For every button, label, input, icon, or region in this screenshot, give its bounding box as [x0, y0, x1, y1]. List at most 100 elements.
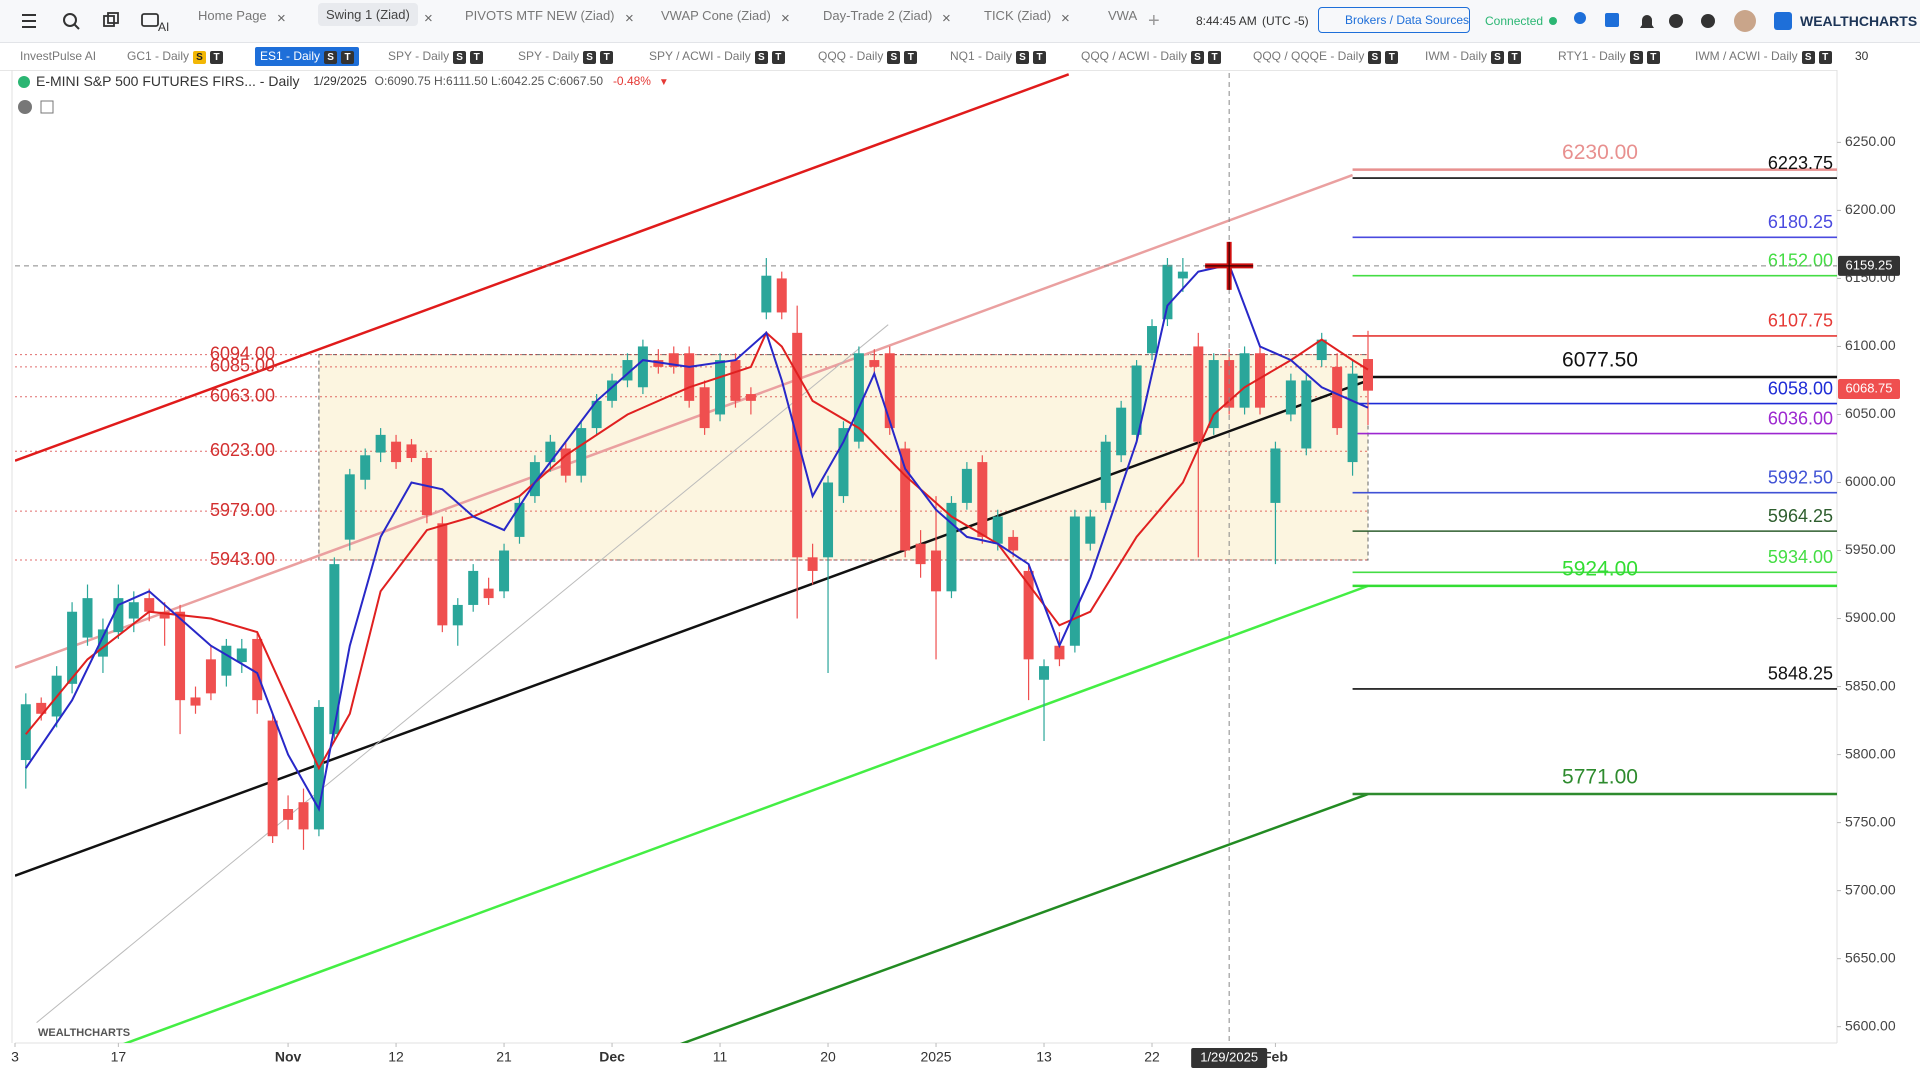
badge[interactable]: T — [1818, 51, 1832, 64]
badge[interactable]: T — [210, 51, 224, 64]
badge[interactable]: S — [1016, 51, 1030, 64]
chart-tab[interactable]: InvestPulse AI — [20, 49, 96, 63]
settings-toggle[interactable] — [18, 100, 32, 114]
chart-tab[interactable]: SPY / ACWI - Daily S T — [649, 49, 785, 64]
layout-icon[interactable] — [103, 12, 119, 27]
chart-tab-label[interactable]: QQQ - Daily — [818, 49, 884, 63]
candle-body — [329, 564, 340, 735]
badge[interactable]: T — [341, 51, 355, 64]
badge[interactable]: S — [1629, 51, 1643, 64]
brand-logo — [1774, 12, 1792, 30]
candle-body — [853, 353, 864, 442]
expand-toggle[interactable] — [40, 100, 54, 114]
badge[interactable]: S — [1801, 51, 1815, 64]
chart-tab-label[interactable]: NQ1 - Daily — [950, 49, 1013, 63]
chart-tab[interactable]: IWM - Daily S T — [1425, 49, 1521, 64]
chart-tab-label[interactable]: SPY / ACWI - Daily — [649, 49, 751, 63]
chart-tab-label[interactable]: InvestPulse AI — [20, 49, 97, 63]
badge[interactable]: T — [1385, 51, 1399, 64]
tab-close[interactable]: × — [781, 10, 790, 27]
chart-tab[interactable]: ES1 - Daily S T — [255, 47, 360, 66]
badge[interactable]: T — [1033, 51, 1047, 64]
chart-tab[interactable]: QQQ / QQQE - Daily S T — [1253, 49, 1399, 64]
add-tab[interactable]: + — [1148, 10, 1160, 32]
chart-tab-label[interactable]: ES1 - Daily — [260, 49, 321, 63]
badge[interactable]: T — [1208, 51, 1222, 64]
badge[interactable]: T — [1508, 51, 1521, 64]
chart-tab[interactable]: QQQ - Daily S T — [818, 49, 918, 64]
timeframe-count[interactable]: 30 — [1855, 49, 1869, 63]
workspace-tab[interactable]: Swing 1 (Ziad) — [318, 3, 418, 26]
chart-tab-label[interactable]: IWM / ACWI - Daily — [1695, 49, 1798, 63]
chart-tab[interactable]: RTY1 - Daily S T — [1558, 49, 1660, 64]
save-icon[interactable] — [1605, 13, 1619, 27]
badge[interactable]: S — [1491, 51, 1504, 64]
badge[interactable]: S — [453, 51, 467, 64]
badge[interactable]: S — [887, 51, 901, 64]
chart-tab[interactable]: SPY - Daily S T — [388, 49, 484, 64]
y-tick-label: 5650.00 — [1845, 949, 1896, 965]
watermark: WEALTHCHARTS — [38, 1027, 130, 1039]
badge[interactable]: S — [754, 51, 768, 64]
chart-tab-label[interactable]: GC1 - Daily — [127, 49, 190, 63]
candle-body — [97, 629, 108, 657]
candle-body — [1347, 373, 1358, 463]
y-tick-label: 5900.00 — [1845, 609, 1896, 625]
badge[interactable]: T — [904, 51, 918, 64]
badge[interactable]: T — [1646, 51, 1660, 64]
tab-close[interactable]: × — [625, 10, 634, 27]
chart-tab[interactable]: SPY - Daily S T — [518, 49, 614, 64]
profile-level-label: 5943.00 — [210, 549, 275, 569]
search-icon[interactable] — [63, 13, 80, 30]
chart-tab-label[interactable]: RTY1 - Daily — [1558, 49, 1626, 63]
chart-tab-label[interactable]: QQQ / QQQE - Daily — [1253, 49, 1365, 63]
ai-label[interactable]: AI — [158, 20, 170, 34]
chart-tab-label[interactable]: QQQ / ACWI - Daily — [1081, 49, 1188, 63]
tab-close[interactable]: × — [277, 10, 286, 27]
drawing-cross-outline — [1205, 241, 1254, 290]
menu-icon[interactable] — [22, 14, 36, 28]
avatar[interactable] — [1734, 10, 1756, 32]
brokers-button[interactable]: Brokers / Data Sources — [1318, 7, 1470, 33]
badge[interactable]: S — [583, 51, 597, 64]
help-icon[interactable] — [1701, 14, 1715, 28]
candle-body — [483, 588, 494, 599]
badge[interactable]: S — [1368, 51, 1382, 64]
badge[interactable]: S — [193, 51, 207, 64]
badge[interactable]: S — [1191, 51, 1205, 64]
moving-average — [25, 331, 1369, 771]
y-tick-label: 5800.00 — [1845, 745, 1896, 761]
tab-close[interactable]: × — [1061, 10, 1070, 27]
workspace-tab[interactable]: VWAP Cone (Ziad) — [661, 8, 771, 23]
workspace-tab[interactable]: VWA — [1108, 8, 1138, 23]
workspace-tab[interactable]: Day-Trade 2 (Ziad) — [823, 8, 933, 23]
chart-tab[interactable]: GC1 - Daily S T — [127, 49, 224, 64]
workspace-tab[interactable]: PIVOTS MTF NEW (Ziad) — [465, 8, 615, 23]
candle-body — [761, 275, 772, 313]
x-tick-label: Feb — [1263, 1049, 1288, 1065]
bell-icon[interactable] — [1640, 15, 1654, 28]
tab-close[interactable]: × — [424, 10, 433, 27]
users-icon[interactable] — [1574, 12, 1586, 24]
chart-tab[interactable]: IWM / ACWI - Daily S T — [1695, 49, 1832, 64]
settings-icon[interactable] — [1669, 14, 1683, 28]
chart-tab-label[interactable]: SPY - Daily — [388, 49, 450, 63]
candle-body — [1177, 271, 1188, 279]
chart-tab[interactable]: NQ1 - Daily S T — [950, 49, 1047, 64]
chart-tab[interactable]: QQQ / ACWI - Daily S T — [1081, 49, 1222, 64]
workspace-tab[interactable]: TICK (Ziad) — [984, 8, 1052, 23]
chart-tab-label[interactable]: IWM - Daily — [1425, 49, 1487, 63]
brokers-label[interactable]: Brokers / Data Sources — [1345, 13, 1470, 27]
badge[interactable]: T — [771, 51, 785, 64]
candle-body — [622, 360, 633, 381]
workspace-tab[interactable]: Home Page — [198, 8, 267, 23]
candle-body — [236, 648, 247, 663]
badge[interactable]: T — [600, 51, 614, 64]
ai-icon[interactable] — [138, 0, 178, 42]
trendline — [15, 379, 1369, 877]
badge[interactable]: T — [470, 51, 484, 64]
badge[interactable]: S — [324, 51, 338, 64]
profile-level-label: 6085.00 — [210, 356, 275, 376]
tab-close[interactable]: × — [942, 10, 951, 27]
chart-tab-label[interactable]: SPY - Daily — [518, 49, 580, 63]
